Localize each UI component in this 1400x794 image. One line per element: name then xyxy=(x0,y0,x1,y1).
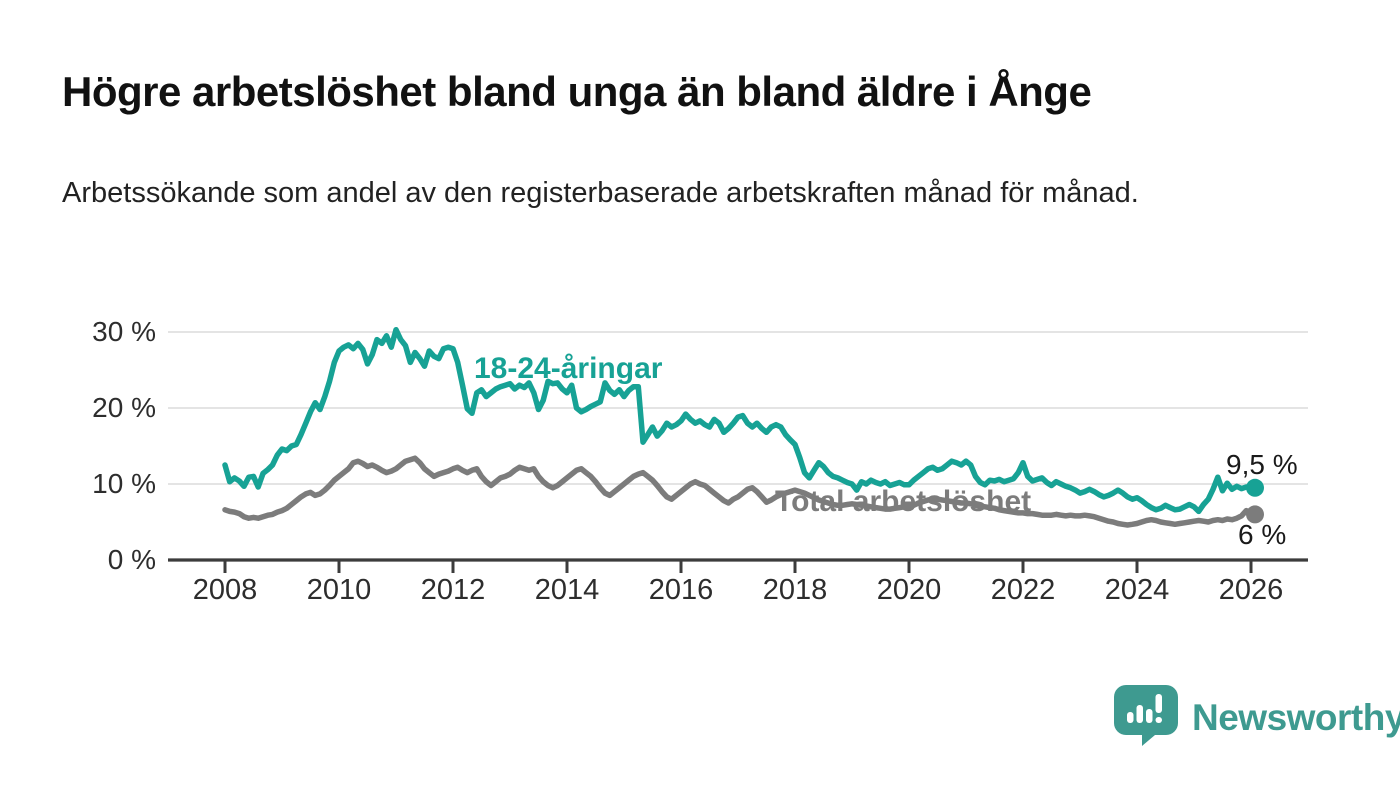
x-axis-label-2020: 2020 xyxy=(876,574,942,606)
y-axis-label-30: 30 % xyxy=(92,316,156,347)
y-axis-label-10: 10 % xyxy=(92,468,156,499)
y-axis-label-20: 20 % xyxy=(92,392,156,423)
end-value-label-total: 6 % xyxy=(1238,519,1287,550)
series-line-Total arbetslöshet xyxy=(222,455,1254,528)
x-axis-label-2014: 2014 xyxy=(534,574,600,606)
x-axis-label-2024: 2024 xyxy=(1104,574,1170,606)
x-axis-label-2018: 2018 xyxy=(762,574,828,606)
x-axis-label-2022: 2022 xyxy=(990,574,1056,606)
y-axis-label-0: 0 % xyxy=(107,544,156,575)
newsworthy-logo-icon xyxy=(1113,684,1179,751)
end-value-label-youth: 9,5 % xyxy=(1226,449,1298,480)
chart-subtitle: Arbetssökande som andel av den registerb… xyxy=(62,177,1139,209)
page-title: Högre arbetslöshet bland unga än bland ä… xyxy=(62,68,1092,115)
series-label-youth: 18-24-åringar xyxy=(474,352,663,385)
x-axis-label-2016: 2016 xyxy=(648,574,714,606)
x-axis-label-2026: 2026 xyxy=(1218,574,1284,606)
series-line-18-24-åringar xyxy=(222,326,1254,515)
brand-name: Newsworthy xyxy=(1192,696,1400,738)
brand-footer: Newsworthy xyxy=(1113,684,1400,751)
x-axis-label-2010: 2010 xyxy=(306,574,372,606)
series-end-dot-Total arbetslöshet xyxy=(1246,505,1264,524)
series-label-total: Total arbetslöshet xyxy=(775,485,1032,518)
x-axis-label-2012: 2012 xyxy=(420,574,486,606)
series-end-dot-18-24-åringar xyxy=(1246,478,1264,497)
x-axis-label-2008: 2008 xyxy=(192,574,258,606)
